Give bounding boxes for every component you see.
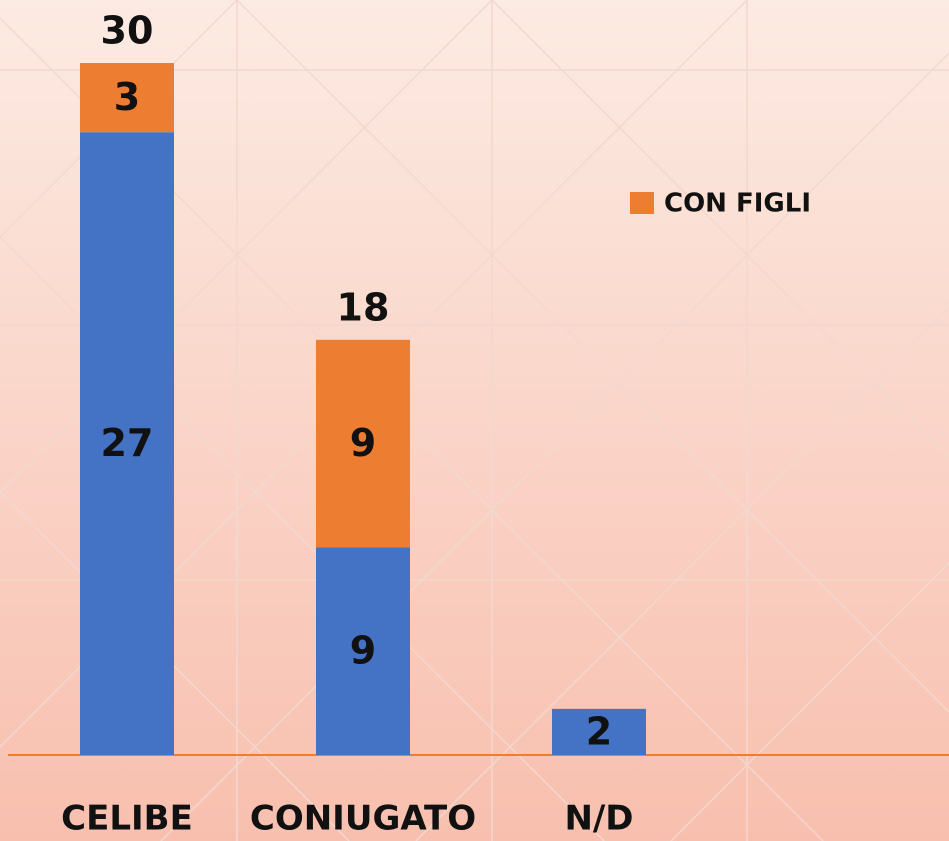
- bar-segment: [316, 339, 410, 548]
- segment-label: 3: [114, 75, 140, 119]
- total-label: 18: [337, 285, 390, 329]
- legend-label: CON FIGLI: [664, 189, 811, 219]
- segment-label: 27: [101, 421, 154, 465]
- x-tick-label: N/D: [564, 799, 633, 839]
- legend-swatch: [630, 192, 654, 214]
- bar-segment: [552, 708, 646, 755]
- segment-label: 9: [350, 421, 376, 465]
- segment-label: 9: [350, 629, 376, 673]
- bar-segment: [80, 63, 174, 133]
- bar-segment: [316, 547, 410, 755]
- segment-label: 2: [586, 709, 612, 753]
- total-label: 30: [101, 9, 154, 53]
- bar-segment: [80, 132, 174, 755]
- x-tick-label: CONIUGATO: [250, 799, 476, 839]
- x-tick-label: CELIBE: [61, 799, 193, 839]
